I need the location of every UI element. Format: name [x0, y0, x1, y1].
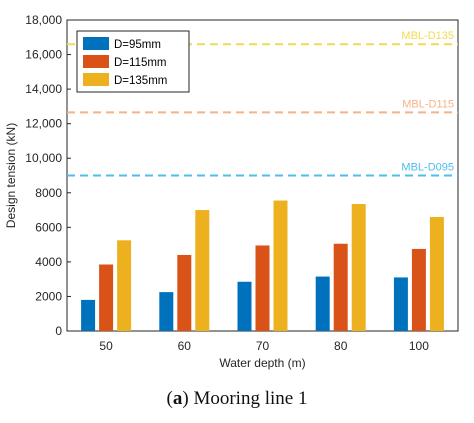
mbl-label: MBL-D115	[402, 98, 454, 110]
x-tick-label: 100	[409, 339, 429, 353]
legend-label: D=115mm	[114, 57, 167, 69]
bar	[429, 216, 444, 331]
y-tick-label: 10,000	[25, 151, 62, 165]
y-tick-label: 12,000	[25, 117, 62, 131]
x-axis-title: Water depth (m)	[219, 356, 305, 370]
legend-label: D=135mm	[114, 75, 167, 87]
bar	[117, 240, 132, 331]
bar	[351, 204, 366, 331]
bar	[333, 243, 348, 331]
bar	[237, 281, 252, 331]
x-tick-label: 60	[178, 339, 192, 353]
y-tick-label: 2000	[35, 289, 62, 303]
legend-swatch	[83, 55, 109, 68]
bar-chart: MBL-D095 MBL-D115 MBL-D135 0 2000 4000 6000 800…	[4, 13, 459, 370]
bar	[81, 299, 96, 331]
y-tick-label: 16,000	[25, 48, 62, 62]
bar	[411, 248, 426, 331]
x-tick-label: 70	[256, 339, 270, 353]
y-tick-label: 8000	[35, 186, 62, 200]
caption-label: a	[172, 388, 183, 409]
bar	[273, 200, 288, 331]
bar	[255, 245, 270, 331]
y-tick-label: 0	[55, 324, 62, 338]
y-tick-label: 14,000	[25, 82, 62, 96]
mbl-label: MBL-D135	[401, 30, 454, 42]
legend-swatch	[83, 37, 109, 50]
legend-label: D=95mm	[114, 39, 161, 51]
y-tick-label: 6000	[35, 220, 62, 234]
y-tick-label: 18,000	[25, 13, 62, 27]
figure-caption: (a) Mooring line 1	[166, 388, 308, 409]
bar	[315, 276, 330, 331]
y-axis-title: Design tension (kN)	[4, 123, 18, 228]
bar	[177, 254, 192, 331]
bar	[195, 210, 210, 331]
bar	[99, 264, 114, 331]
legend-swatch	[83, 73, 109, 86]
x-tick-label: 80	[334, 339, 348, 353]
bar	[159, 292, 174, 331]
caption-text: Mooring line 1	[188, 388, 308, 409]
mbl-label: MBL-D095	[401, 162, 454, 174]
y-tick-label: 4000	[35, 255, 62, 269]
x-tick-label: 50	[99, 339, 113, 353]
bar	[393, 277, 408, 331]
chart: MBL-D095 MBL-D115 MBL-D135 0 2000 4000 6000 800…	[4, 13, 459, 370]
